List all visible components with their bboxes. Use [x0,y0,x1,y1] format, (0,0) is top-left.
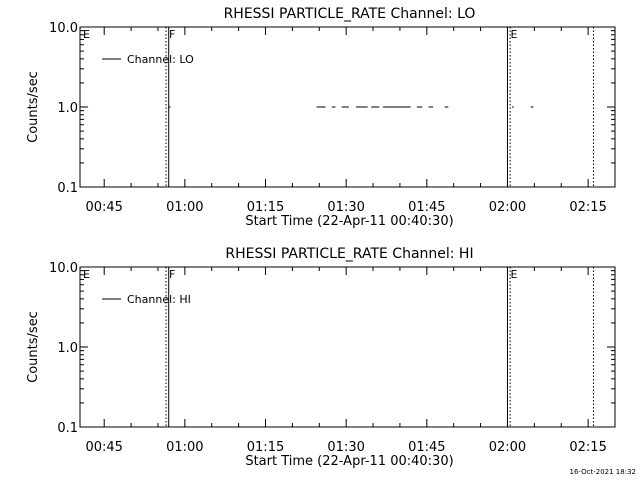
plot-frame [79,266,616,428]
x-tick-label: 01:15 [247,200,284,215]
x-tick-label: 01:45 [408,200,445,215]
y-tick-label: 10.0 [49,21,78,36]
x-tick-label: 02:00 [489,200,526,215]
x-tick-label: 00:45 [85,440,122,455]
x-tick-label: 02:00 [489,440,526,455]
y-tick-label: 0.1 [57,421,78,436]
x-axis-label: Start Time (22-Apr-11 00:40:30) [245,454,453,469]
x-tick-label: 01:00 [166,440,203,455]
x-tick-label: 02:15 [569,440,606,455]
x-tick-label: 00:45 [85,200,122,215]
x-tick-label: 02:15 [569,200,606,215]
chart-title: RHESSI PARTICLE_RATE Channel: HI [225,246,473,262]
x-tick-label: 01:45 [408,440,445,455]
y-axis-label: Counts/sec [26,311,41,383]
x-tick-label: 01:30 [327,200,364,215]
y-tick-label: 1.0 [57,101,78,116]
chart-title: RHESSI PARTICLE_RATE Channel: LO [224,6,476,22]
footer-timestamp: 16-Oct-2021 18:32 [569,468,636,476]
y-tick-label: 10.0 [49,261,78,276]
flag-label: E [510,28,517,41]
flag-label: E [510,268,517,281]
flag-label: E [83,268,90,281]
flag-label: F [169,28,175,41]
y-tick-label: 0.1 [57,181,78,196]
y-axis-label: Counts/sec [26,71,41,143]
flag-label: E [83,28,90,41]
x-axis-label: Start Time (22-Apr-11 00:40:30) [245,214,453,229]
x-tick-label: 01:00 [166,200,203,215]
flag-label: F [169,268,175,281]
legend-label: Channel: LO [127,53,194,66]
x-tick-label: 01:30 [327,440,364,455]
legend-label: Channel: HI [127,293,191,306]
y-tick-label: 1.0 [57,341,78,356]
x-tick-label: 01:15 [247,440,284,455]
